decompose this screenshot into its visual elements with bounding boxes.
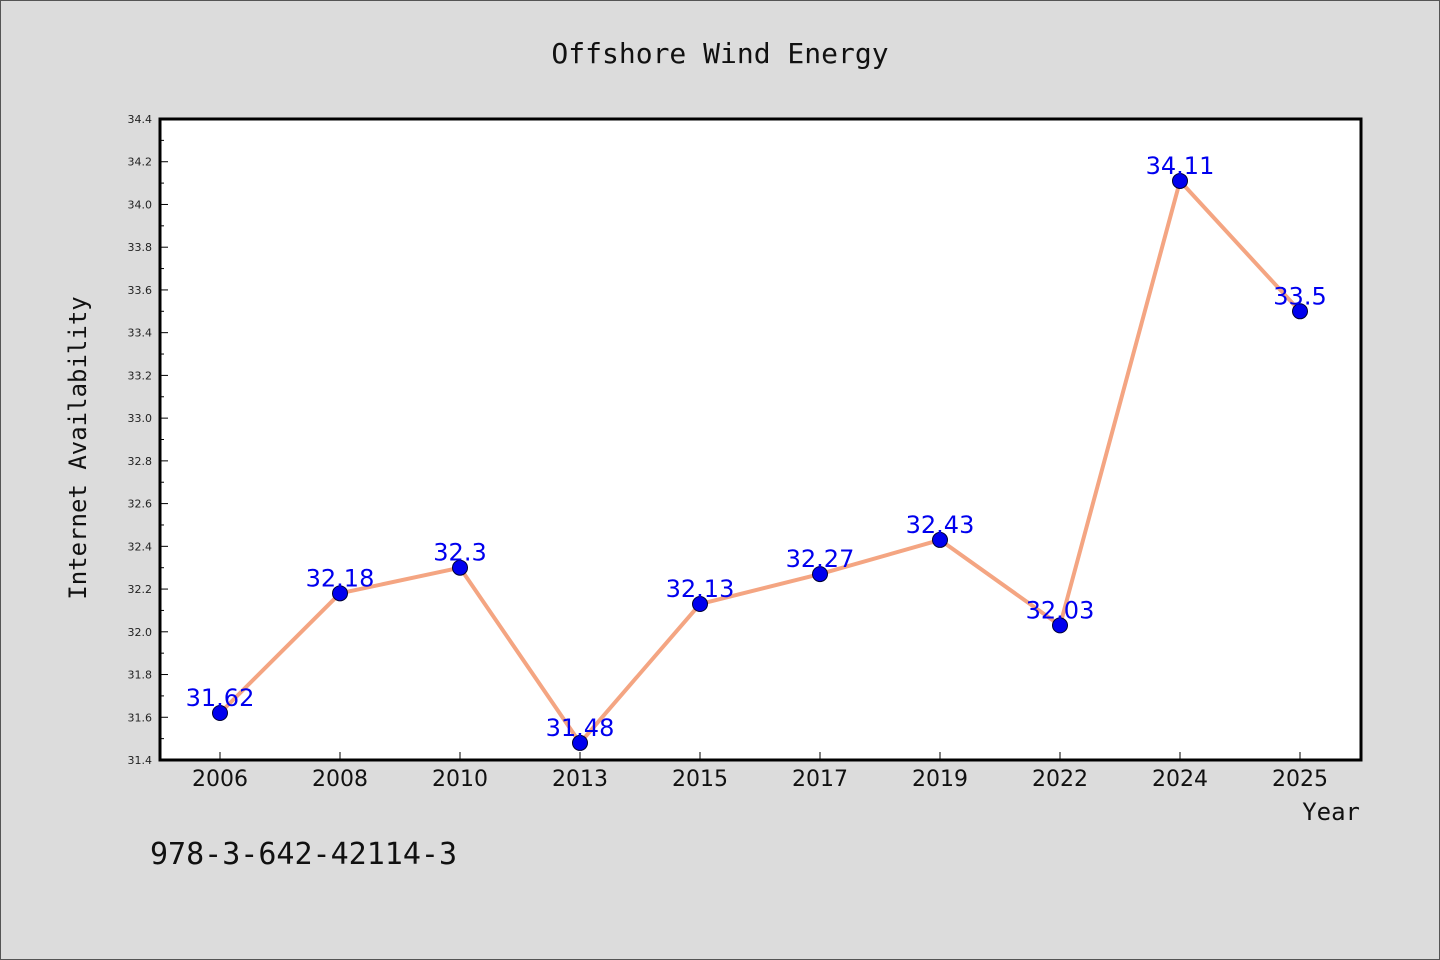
data-label: 33.5 [1273, 282, 1326, 310]
y-tick-label: 32.4 [128, 540, 153, 553]
x-tick-label: 2022 [1032, 767, 1088, 792]
y-tick-label: 32.8 [128, 455, 153, 468]
data-label: 32.27 [786, 545, 855, 573]
data-label: 31.62 [186, 684, 255, 712]
x-tick-label: 2025 [1272, 767, 1328, 792]
y-tick-label: 34.2 [128, 156, 153, 169]
y-tick-label: 31.4 [128, 754, 153, 767]
x-tick-label: 2015 [672, 767, 728, 792]
y-tick-label: 34.0 [128, 198, 153, 211]
x-tick-label: 2017 [792, 767, 848, 792]
x-tick-label: 2008 [312, 767, 368, 792]
data-point [1292, 303, 1308, 320]
series-line [218, 178, 1302, 745]
y-tick-label: 34.4 [128, 113, 153, 126]
series-line-group [218, 178, 1302, 745]
data-point [1172, 172, 1188, 189]
y-tick-label: 33.0 [128, 412, 153, 425]
data-point [1052, 617, 1068, 634]
x-axis: 2006 2008 2010 2013 2015 2017 2019 2022 2024 2025 [192, 752, 1328, 792]
y-tick-label: 32.0 [128, 626, 153, 639]
y-tick-label: 32.6 [128, 498, 153, 511]
data-label: 32.13 [666, 575, 735, 603]
x-axis-title: Year [1302, 798, 1360, 826]
data-point [332, 585, 348, 602]
x-tick-label: 2013 [552, 767, 608, 792]
data-point [452, 559, 468, 576]
y-tick-label: 31.6 [128, 711, 153, 724]
data-markers [212, 172, 1308, 751]
data-label: 32.03 [1026, 596, 1095, 624]
data-point [812, 566, 828, 583]
y-axis-title: Internet Availability [64, 296, 92, 599]
data-label: 32.3 [433, 539, 486, 567]
y-tick-label: 33.4 [128, 327, 153, 340]
data-point [932, 531, 948, 548]
plot-area [158, 117, 1363, 762]
data-point [692, 596, 708, 613]
y-tick-label: 33.8 [128, 241, 153, 254]
chart-title: Offshore Wind Energy [551, 37, 888, 70]
data-label: 34.11 [1146, 152, 1215, 180]
x-tick-label: 2019 [912, 767, 968, 792]
data-label: 32.18 [306, 564, 375, 592]
isbn-footer: 978-3-642-42114-3 [150, 837, 457, 872]
y-axis: 31.4 31.6 31.8 32.0 32.2 32.4 32.6 32.8 33.0 33.2… [128, 113, 168, 767]
data-labels: 31.62 32.18 32.3 31.48 32.13 32.27 32.43 32.03 3… [186, 152, 1327, 742]
data-label: 32.43 [906, 511, 975, 539]
y-tick-label: 33.2 [128, 369, 153, 382]
data-point [572, 734, 588, 751]
y-tick-label: 31.8 [128, 669, 153, 682]
y-tick-label: 33.6 [128, 284, 153, 297]
data-point [212, 704, 228, 721]
x-tick-label: 2024 [1152, 767, 1208, 792]
y-tick-label: 32.2 [128, 583, 153, 596]
data-label: 31.48 [546, 714, 615, 742]
x-tick-label: 2010 [432, 767, 488, 792]
x-tick-label: 2006 [192, 767, 248, 792]
